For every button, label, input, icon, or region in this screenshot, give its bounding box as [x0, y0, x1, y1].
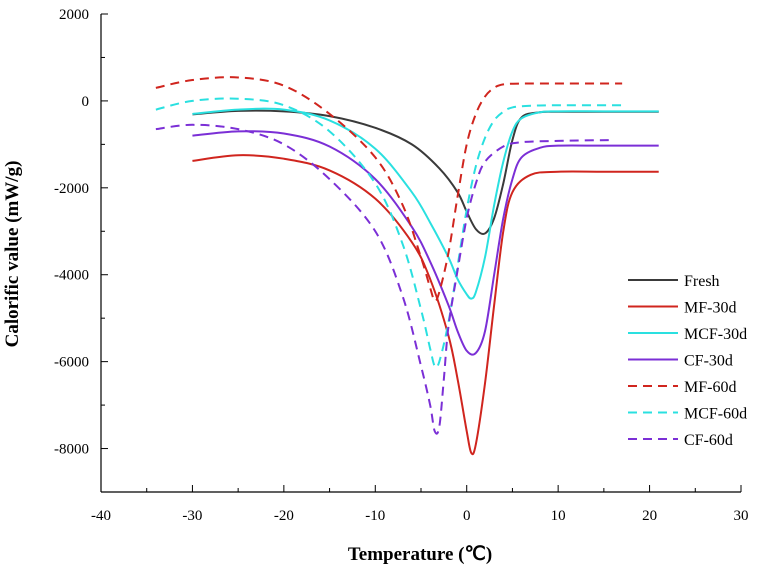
plot-lines — [155, 76, 659, 456]
x-tick-label: 10 — [551, 508, 566, 524]
series-line-cf-60d — [155, 123, 614, 435]
x-tick-label: -10 — [365, 508, 385, 524]
legend-label-cf-60d: CF-60d — [684, 432, 733, 449]
series-line-mcf-60d — [155, 97, 623, 369]
legend-label-mcf-30d: MCF-30d — [684, 326, 747, 343]
x-tick-label: -20 — [274, 508, 294, 524]
y-tick-label: -6000 — [54, 355, 89, 371]
series-line-mf-60d — [155, 76, 623, 302]
x-tick-label: -30 — [182, 508, 202, 524]
y-tick-label: -8000 — [54, 442, 89, 458]
y-tick-label: 2000 — [59, 7, 89, 23]
y-tick-label: -2000 — [54, 181, 89, 197]
y-axis-title: Calorific value (mW/g) — [2, 161, 23, 348]
series-line-mcf-30d — [192, 107, 659, 300]
legend-label-cf-30d: CF-30d — [684, 353, 733, 370]
y-tick-label: 0 — [82, 94, 90, 110]
x-tick-label: 20 — [642, 508, 657, 524]
legend-label-mf-30d: MF-30d — [684, 300, 736, 317]
legend-label-mcf-60d: MCF-60d — [684, 406, 747, 423]
x-axis-title: Temperature (℃) — [348, 544, 492, 565]
x-tick-label: 30 — [734, 508, 749, 524]
legend-label-fresh: Fresh — [684, 273, 720, 290]
legend: Fresh MF-30d MCF-30d CF-30d MF-60d MCF-60d CF-… — [628, 273, 747, 449]
series-line-mf-30d — [192, 154, 659, 456]
series-line-cf-30d — [192, 130, 659, 356]
x-tick-label: -40 — [91, 508, 111, 524]
y-tick-label: -4000 — [54, 268, 89, 284]
x-tick-label: 0 — [463, 508, 471, 524]
axes: -40 -30 -20 -10 0 10 20 30 2000 0 -2000 -4000 -6000 -… — [54, 7, 749, 524]
legend-label-mf-60d: MF-60d — [684, 379, 736, 396]
